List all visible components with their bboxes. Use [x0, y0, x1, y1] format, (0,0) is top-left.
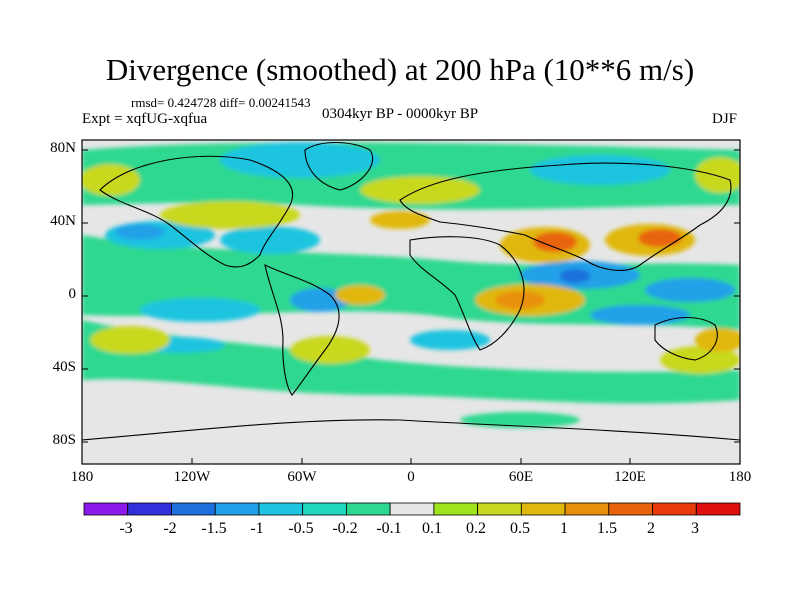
- season-label: DJF: [712, 111, 738, 127]
- colorbar-label: 3: [691, 520, 699, 537]
- colorbar-label: 0.2: [466, 520, 486, 537]
- coast-antarctica: [82, 419, 740, 441]
- colorbar-swatch: [433, 502, 478, 516]
- colorbar-swatch: [520, 502, 566, 516]
- field-yellow-alaska: [82, 164, 140, 196]
- field-orange-southwest-pacific: [695, 328, 740, 352]
- colorbar-label: -3: [119, 520, 133, 537]
- colorbar-label: 2: [647, 520, 655, 537]
- field-red-china: [638, 229, 682, 247]
- colorbar-swatch: [345, 502, 391, 516]
- colorbar-label: -2: [163, 520, 177, 537]
- colorbar: [83, 502, 741, 516]
- colorbar-swatch: [695, 502, 741, 516]
- lon-label-120w: 120W: [173, 469, 211, 485]
- field-yellow-southpac-west: [90, 326, 170, 354]
- field-blue-indian-ocean: [590, 305, 690, 325]
- field-blue-amazon: [290, 288, 350, 312]
- colorbar-label: -0.5: [288, 520, 314, 537]
- field-yellow-north-america: [160, 201, 300, 229]
- colorbar-label: 1: [560, 520, 568, 537]
- field-orange-atlantic: [370, 211, 430, 229]
- field-darkblue-india: [560, 269, 590, 283]
- map-title: Divergence (smoothed) at 200 hPa (10**6 …: [105, 52, 695, 87]
- colorbar-label: -1: [250, 520, 264, 537]
- lon-label-0: 0: [407, 469, 415, 485]
- rmsd-diff-stats: rmsd= 0.424728 diff= 0.00241543: [131, 95, 311, 110]
- field-cyan-south-atlantic: [410, 330, 490, 350]
- experiment-label: Expt = xqfUG-xqfua: [82, 111, 208, 127]
- lon-label-180w: 180: [70, 469, 94, 485]
- colorbar-label: 1.5: [597, 520, 617, 537]
- lon-label-60e: 60E: [508, 469, 534, 485]
- field-green-antarctic: [460, 412, 580, 428]
- field-cyan-siberia: [530, 155, 670, 185]
- coast-north-america: [99, 155, 293, 268]
- colorbar-swatch: [171, 502, 216, 516]
- coastlines: [82, 142, 740, 441]
- colorbar-swatch: [258, 502, 304, 516]
- colorbar-label: -0.2: [332, 520, 358, 537]
- coast-south-america: [264, 264, 340, 396]
- colorbar-swatch: [83, 502, 129, 516]
- field-blue-pacific-north: [115, 224, 165, 240]
- lat-label-40n: 40N: [50, 213, 76, 229]
- coast-greenland: [304, 142, 374, 191]
- coast-africa: [409, 236, 525, 351]
- lat-label-80n: 80N: [50, 140, 76, 156]
- colorbar-swatch: [477, 502, 522, 516]
- colorbar-swatch: [214, 502, 260, 516]
- colorbar-label: 0.1: [422, 520, 442, 537]
- colorbar-label: 0.5: [510, 520, 530, 537]
- field-blue-westpacific: [645, 278, 735, 302]
- field-yellow-south-america: [290, 336, 370, 364]
- field-yellow-australia: [660, 346, 740, 374]
- colorbar-swatch: [652, 502, 697, 516]
- coast-australia: [654, 317, 718, 361]
- lon-label-120e: 120E: [614, 469, 646, 485]
- field-yellow-bering: [695, 157, 740, 193]
- coast-eurasia: [399, 162, 732, 271]
- field-cyan-gulf: [220, 226, 320, 254]
- colorbar-swatch: [302, 502, 347, 516]
- field-orange-brazil: [335, 285, 385, 305]
- field-band-south: [82, 320, 740, 404]
- colorbar-swatch: [564, 502, 610, 516]
- axis-ticks: [81, 149, 741, 464]
- colorbar-label: -0.1: [376, 520, 402, 537]
- colorbar-swatch: [127, 502, 172, 516]
- field-red-arabia: [533, 232, 577, 252]
- lon-label-60w: 60W: [287, 469, 317, 485]
- lat-label-80s: 80S: [52, 432, 76, 448]
- field-yellow-europe: [360, 176, 480, 204]
- colorbar-swatch: [608, 502, 653, 516]
- colorbar-swatch: [389, 502, 435, 516]
- lon-label-180e: 180: [728, 469, 752, 485]
- period-label: 0304kyr BP - 0000kyr BP: [322, 106, 479, 122]
- lat-label-40s: 40S: [52, 359, 76, 375]
- field-cyan-arctic: [220, 142, 380, 178]
- field-deeporange-east-africa: [495, 291, 545, 309]
- colorbar-label: -1.5: [201, 520, 227, 537]
- field-cyan-east-pacific: [140, 298, 260, 322]
- lat-label-eq: 0: [68, 286, 77, 302]
